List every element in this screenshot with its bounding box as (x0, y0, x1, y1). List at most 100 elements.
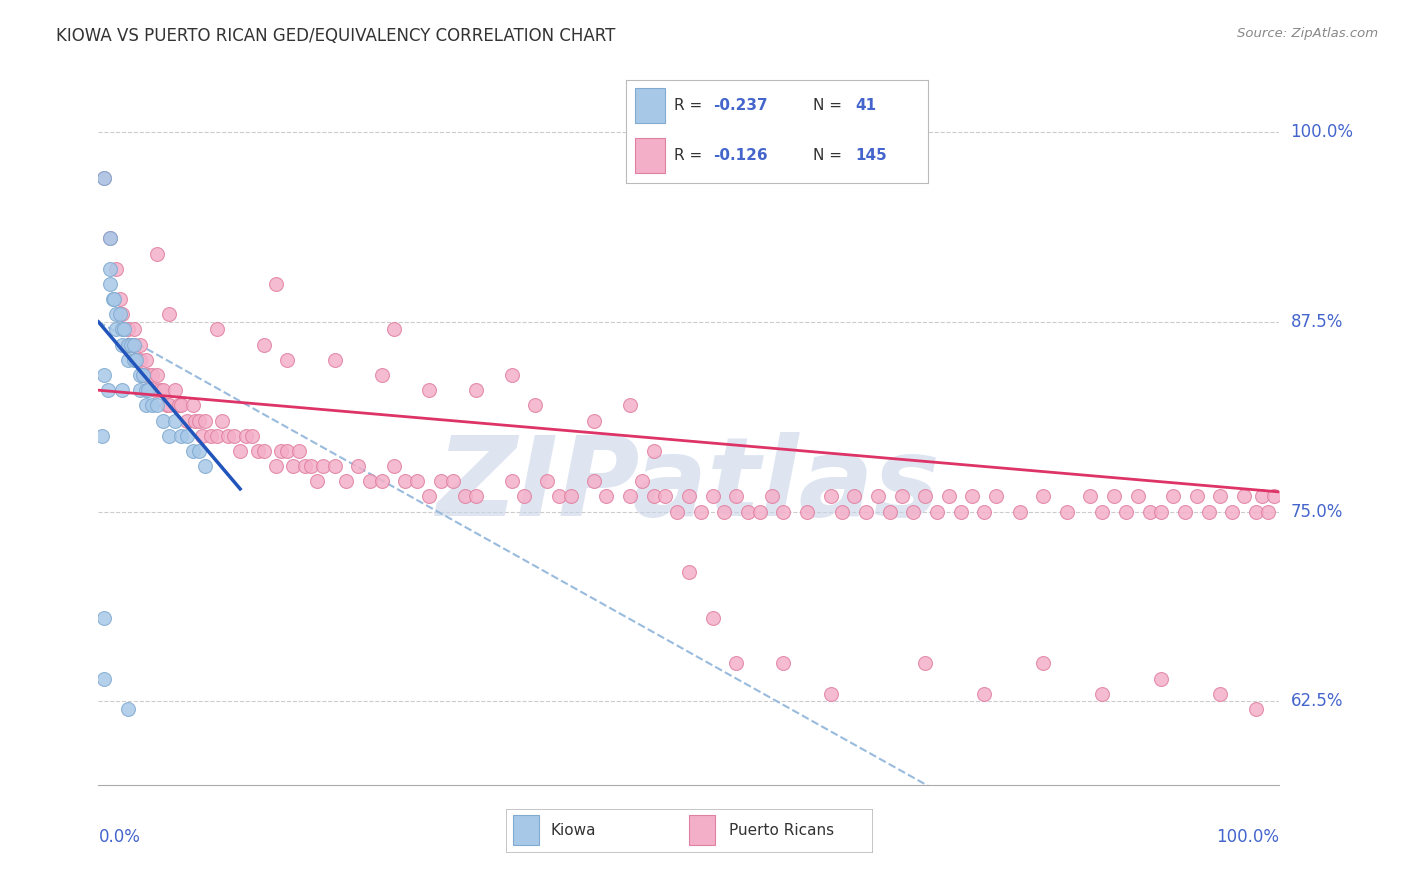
Puerto Ricans (157, 307, 180, 321)
Kiowa (141, 398, 163, 412)
Text: 41: 41 (855, 98, 876, 113)
Puerto Ricans (820, 490, 842, 504)
Puerto Ricans (973, 505, 995, 519)
Puerto Ricans (796, 505, 818, 519)
Puerto Ricans (93, 170, 115, 185)
Puerto Ricans (1257, 505, 1279, 519)
Puerto Ricans (1032, 490, 1054, 504)
Puerto Ricans (772, 657, 794, 671)
Puerto Ricans (1080, 490, 1102, 504)
Puerto Ricans (689, 505, 711, 519)
Puerto Ricans (501, 475, 523, 489)
Puerto Ricans (855, 505, 877, 519)
Text: Kiowa: Kiowa (550, 823, 596, 838)
Kiowa (146, 398, 169, 412)
Puerto Ricans (288, 444, 311, 458)
Puerto Ricans (125, 352, 148, 367)
Puerto Ricans (1161, 490, 1184, 504)
Puerto Ricans (914, 490, 936, 504)
Puerto Ricans (128, 352, 150, 367)
Puerto Ricans (1126, 490, 1149, 504)
Puerto Ricans (713, 505, 735, 519)
Puerto Ricans (117, 337, 139, 351)
Puerto Ricans (737, 505, 759, 519)
Puerto Ricans (143, 383, 166, 397)
Puerto Ricans (276, 352, 298, 367)
Puerto Ricans (323, 459, 346, 474)
Kiowa (111, 337, 134, 351)
Puerto Ricans (136, 368, 159, 382)
Puerto Ricans (141, 368, 163, 382)
Kiowa (135, 383, 157, 397)
Kiowa (108, 307, 131, 321)
Puerto Ricans (630, 475, 652, 489)
Puerto Ricans (678, 566, 700, 580)
Puerto Ricans (217, 429, 239, 443)
Kiowa (122, 337, 145, 351)
Text: R =: R = (673, 98, 707, 113)
Puerto Ricans (702, 490, 724, 504)
Puerto Ricans (666, 505, 689, 519)
Puerto Ricans (1174, 505, 1197, 519)
Text: N =: N = (813, 148, 846, 162)
Puerto Ricans (844, 490, 866, 504)
Puerto Ricans (831, 505, 853, 519)
Puerto Ricans (184, 413, 207, 427)
Kiowa (111, 383, 134, 397)
Kiowa (128, 368, 150, 382)
Puerto Ricans (359, 475, 381, 489)
Puerto Ricans (1091, 687, 1114, 701)
Kiowa (136, 383, 159, 397)
Puerto Ricans (1233, 490, 1256, 504)
Kiowa (93, 170, 115, 185)
Puerto Ricans (938, 490, 960, 504)
Puerto Ricans (406, 475, 429, 489)
Puerto Ricans (866, 490, 889, 504)
Text: -0.126: -0.126 (713, 148, 768, 162)
Puerto Ricans (382, 459, 405, 474)
Puerto Ricans (1008, 505, 1031, 519)
Kiowa (157, 429, 180, 443)
Kiowa (98, 261, 121, 276)
Puerto Ricans (536, 475, 558, 489)
Puerto Ricans (879, 505, 901, 519)
Puerto Ricans (135, 352, 157, 367)
Puerto Ricans (335, 475, 357, 489)
Puerto Ricans (98, 231, 121, 245)
Kiowa (111, 322, 134, 336)
Puerto Ricans (1220, 505, 1243, 519)
Kiowa (135, 398, 157, 412)
Puerto Ricans (501, 368, 523, 382)
FancyBboxPatch shape (634, 137, 665, 173)
Puerto Ricans (146, 368, 169, 382)
Kiowa (125, 352, 148, 367)
Puerto Ricans (890, 490, 912, 504)
Text: N =: N = (813, 98, 846, 113)
Puerto Ricans (1150, 505, 1173, 519)
Kiowa (194, 459, 217, 474)
Puerto Ricans (465, 383, 488, 397)
Kiowa (93, 611, 115, 625)
Kiowa (98, 231, 121, 245)
Puerto Ricans (105, 261, 128, 276)
Puerto Ricans (229, 444, 252, 458)
Puerto Ricans (176, 413, 198, 427)
Puerto Ricans (772, 505, 794, 519)
Puerto Ricans (149, 383, 172, 397)
Puerto Ricans (1185, 490, 1208, 504)
Puerto Ricans (418, 490, 440, 504)
Puerto Ricans (191, 429, 214, 443)
Puerto Ricans (253, 337, 276, 351)
Puerto Ricans (299, 459, 322, 474)
Puerto Ricans (371, 368, 394, 382)
Puerto Ricans (725, 490, 748, 504)
Puerto Ricans (512, 490, 534, 504)
Puerto Ricans (962, 490, 984, 504)
Kiowa (181, 444, 204, 458)
Puerto Ricans (270, 444, 292, 458)
Puerto Ricans (441, 475, 464, 489)
Puerto Ricans (1209, 490, 1232, 504)
Kiowa (98, 277, 121, 291)
Puerto Ricans (205, 429, 228, 443)
Puerto Ricans (117, 322, 139, 336)
